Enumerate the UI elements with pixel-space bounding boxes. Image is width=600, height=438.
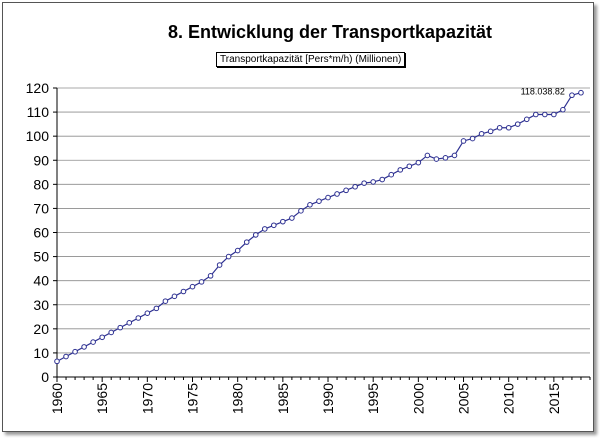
data-point bbox=[171, 293, 178, 300]
data-point bbox=[415, 159, 422, 166]
data-point bbox=[225, 253, 232, 260]
data-point bbox=[216, 262, 223, 268]
data-point bbox=[514, 121, 521, 127]
data-point bbox=[487, 128, 494, 135]
data-point bbox=[551, 111, 557, 118]
data-point bbox=[298, 208, 304, 214]
data-point bbox=[207, 273, 214, 279]
data-point bbox=[117, 324, 124, 331]
data-point bbox=[198, 279, 205, 285]
data-point bbox=[379, 176, 386, 183]
y-tick-label: 90 bbox=[33, 152, 49, 168]
x-tick-label: 1995 bbox=[365, 383, 381, 414]
x-tick-label: 1990 bbox=[320, 383, 336, 414]
data-label: 118.038.82 bbox=[521, 87, 565, 97]
data-point bbox=[280, 218, 286, 225]
data-point bbox=[397, 167, 404, 173]
data-point bbox=[406, 163, 413, 170]
data-point bbox=[81, 344, 87, 350]
y-tick-label: 100 bbox=[26, 128, 50, 144]
x-tick-label: 1960 bbox=[49, 383, 65, 414]
chart-frame bbox=[2, 2, 594, 432]
data-point bbox=[424, 152, 431, 159]
y-tick-label: 120 bbox=[26, 80, 50, 96]
data-point bbox=[72, 348, 78, 355]
data-point bbox=[361, 180, 367, 186]
data-point bbox=[153, 305, 160, 312]
data-point bbox=[523, 116, 530, 123]
data-point bbox=[569, 92, 575, 99]
series-line bbox=[56, 92, 582, 362]
data-point bbox=[343, 187, 349, 194]
data-point bbox=[478, 130, 485, 137]
data-point bbox=[99, 334, 105, 341]
y-tick-label: 70 bbox=[33, 200, 49, 216]
data-point bbox=[135, 315, 142, 321]
data-point bbox=[144, 310, 151, 316]
x-tick-label: 1970 bbox=[139, 383, 155, 414]
data-point bbox=[289, 215, 295, 221]
data-point bbox=[505, 124, 512, 131]
data-point bbox=[261, 226, 268, 232]
data-point bbox=[451, 152, 458, 159]
data-point bbox=[243, 239, 250, 245]
data-point bbox=[234, 247, 241, 254]
data-point bbox=[334, 191, 340, 197]
data-point bbox=[560, 106, 566, 113]
legend-entry: Transportkapazität [Pers*m/h) (Millionen… bbox=[216, 52, 406, 67]
data-point bbox=[325, 194, 331, 201]
data-point bbox=[442, 155, 449, 161]
data-point bbox=[352, 183, 358, 190]
y-tick-label: 20 bbox=[33, 321, 49, 337]
data-point bbox=[388, 171, 395, 178]
data-point bbox=[542, 111, 548, 118]
x-tick-label: 2005 bbox=[456, 383, 472, 414]
data-point bbox=[316, 198, 322, 204]
x-tick-label: 1980 bbox=[230, 383, 246, 414]
x-tick-label: 1975 bbox=[185, 383, 201, 414]
data-point bbox=[496, 124, 503, 131]
chart-title: 8. Entwicklung der Transportkapazität bbox=[167, 22, 493, 42]
data-point bbox=[63, 353, 69, 360]
data-point bbox=[180, 288, 187, 295]
y-tick-label: 30 bbox=[33, 297, 49, 313]
y-tick-label: 60 bbox=[33, 225, 49, 241]
data-point bbox=[108, 329, 115, 336]
data-point bbox=[370, 179, 376, 185]
x-tick-label: 1965 bbox=[94, 383, 110, 414]
data-point bbox=[578, 89, 584, 96]
x-tick-label: 2015 bbox=[546, 383, 562, 414]
data-point bbox=[307, 202, 313, 208]
x-tick-label: 2010 bbox=[501, 383, 517, 414]
y-tick-label: 10 bbox=[33, 345, 49, 361]
y-tick-label: 50 bbox=[33, 249, 49, 265]
data-point bbox=[532, 111, 539, 118]
x-tick-label: 1985 bbox=[275, 383, 291, 414]
y-tick-label: 0 bbox=[41, 369, 49, 385]
data-point bbox=[54, 358, 60, 365]
y-tick-label: 40 bbox=[33, 273, 49, 289]
data-point bbox=[189, 283, 196, 290]
data-point bbox=[460, 138, 467, 144]
data-point bbox=[469, 135, 476, 142]
data-point bbox=[252, 232, 259, 238]
data-point bbox=[271, 222, 277, 229]
data-point bbox=[90, 339, 96, 345]
data-point bbox=[126, 320, 133, 326]
y-tick-label: 110 bbox=[27, 104, 50, 120]
data-point bbox=[162, 298, 169, 304]
data-point bbox=[433, 156, 440, 162]
x-tick-label: 2000 bbox=[410, 383, 426, 414]
y-tick-label: 80 bbox=[33, 176, 49, 192]
